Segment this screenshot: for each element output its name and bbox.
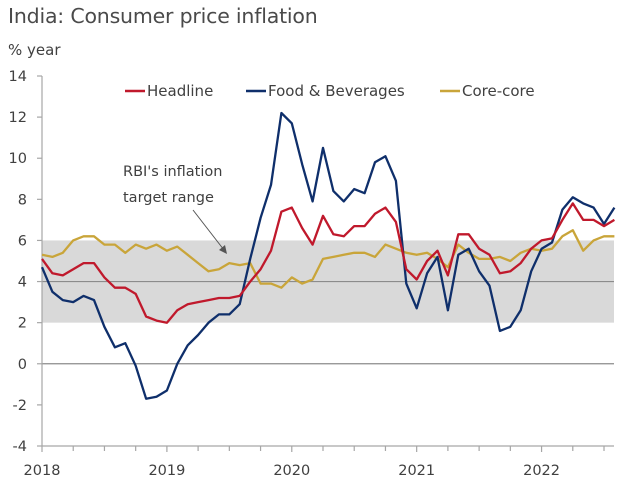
annotation: RBI's inflation target range: [123, 164, 227, 254]
y-tick-label: 2: [18, 316, 27, 332]
axes: -4 -2 0 2 4 6 8 10 12 14 2018 2019 2020 2021 2022: [9, 69, 614, 479]
series-line-food-beverages: [40, 111, 616, 400]
y-tick-label: -2: [13, 398, 27, 414]
chart-title: India: Consumer price inflation: [8, 4, 318, 28]
x-tick-label: 2022: [523, 463, 560, 479]
annotation-line-2: target range: [123, 190, 214, 206]
series-lines: [40, 111, 616, 400]
series-line-core-core: [41, 229, 615, 289]
y-tick-label: 0: [18, 357, 27, 373]
annotation-arrow-line: [192, 209, 225, 251]
y-tick-label: 10: [9, 151, 27, 167]
legend-label-headline: Headline: [147, 82, 213, 100]
legend-label-food-beverages: Food & Beverages: [268, 82, 405, 100]
y-tick-label: 4: [18, 275, 27, 291]
x-tick-label: 2020: [273, 463, 310, 479]
annotation-line-1: RBI's inflation: [123, 164, 222, 180]
y-tick-label: 14: [9, 69, 27, 85]
y-tick-label: 8: [18, 192, 27, 208]
y-tick-label: 12: [9, 110, 27, 126]
x-tick-label: 2018: [24, 463, 61, 479]
legend-label-core-core: Core-core: [462, 82, 535, 100]
y-axis-unit-label: % year: [8, 41, 61, 59]
x-tick-label: 2021: [398, 463, 435, 479]
series-line-headline: [41, 202, 615, 324]
x-tick-label: 2019: [148, 463, 185, 479]
y-tick-label: -4: [13, 439, 27, 455]
y-tick-label: 6: [18, 233, 27, 249]
legend: Headline Food & Beverages Core-core: [125, 82, 535, 100]
annotation-arrow-head: [219, 245, 227, 254]
reference-lines: [42, 280, 614, 365]
